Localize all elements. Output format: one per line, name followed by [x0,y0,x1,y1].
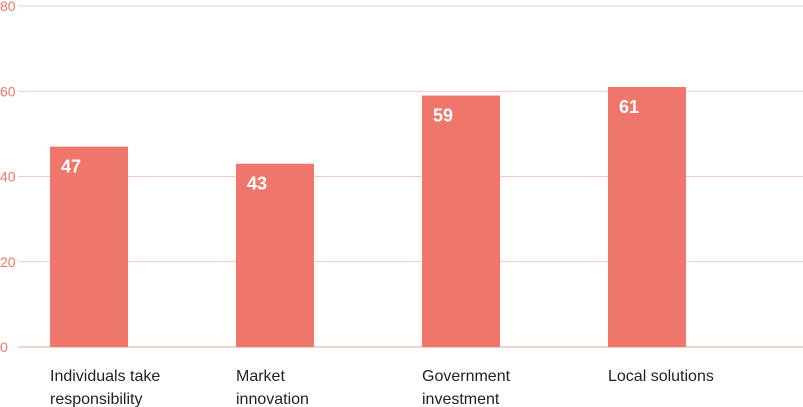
bar [50,146,128,347]
x-axis: Individuals take responsibility Market inno… [50,368,714,407]
y-tick-label: 0 [0,339,8,355]
bar-value-label: 43 [247,174,267,194]
y-tick-label: 60 [0,83,16,99]
y-axis: 0 20 40 60 80 [0,0,16,355]
bar-value-label: 47 [61,157,81,177]
y-tick-label: 80 [0,0,16,14]
bars [50,86,686,348]
x-tick-label: innovation [236,391,309,407]
x-tick-label: responsibility [50,391,142,407]
x-tick-label: Local solutions [608,368,714,385]
x-tick-label: investment [422,391,500,407]
x-tick-label: Individuals take [50,368,160,385]
bar [236,163,314,347]
bar-value-label: 61 [619,97,639,117]
bar-value-label: 59 [433,106,453,126]
bar [422,95,500,347]
bar [608,86,686,348]
value-labels: 47 43 59 61 [61,97,639,194]
x-tick-label: Market [236,368,285,385]
y-tick-label: 20 [0,254,16,270]
y-tick-label: 40 [0,169,16,185]
x-tick-label: Government [422,368,511,385]
